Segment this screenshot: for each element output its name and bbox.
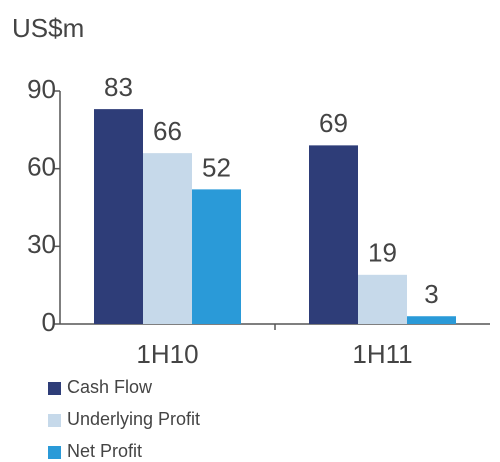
- data-label: 52: [202, 152, 231, 182]
- y-tick-label: 60: [27, 152, 56, 182]
- x-tick-label: 1H11: [352, 339, 412, 369]
- legend-label: Net Profit: [67, 441, 142, 461]
- x-tick-label: 1H10: [136, 339, 198, 369]
- legend-label: Underlying Profit: [67, 409, 200, 429]
- legend-swatch: [48, 414, 61, 427]
- data-label: 69: [319, 108, 348, 138]
- y-tick-label: 90: [27, 74, 56, 104]
- bar: [143, 153, 192, 324]
- y-axis-label: US$m: [12, 13, 84, 43]
- y-tick-label: 0: [42, 307, 56, 337]
- bar: [358, 274, 407, 324]
- legend-swatch: [48, 446, 61, 459]
- legend-label: Cash Flow: [67, 377, 153, 397]
- bar: [94, 109, 143, 324]
- legend-swatch: [48, 382, 61, 395]
- data-label: 66: [153, 116, 182, 146]
- y-tick-label: 30: [27, 229, 56, 259]
- data-label: 19: [368, 238, 397, 268]
- bar: [309, 145, 358, 324]
- data-label: 3: [424, 279, 438, 309]
- bar: [407, 316, 456, 324]
- data-label: 83: [104, 72, 133, 102]
- bar: [192, 189, 241, 324]
